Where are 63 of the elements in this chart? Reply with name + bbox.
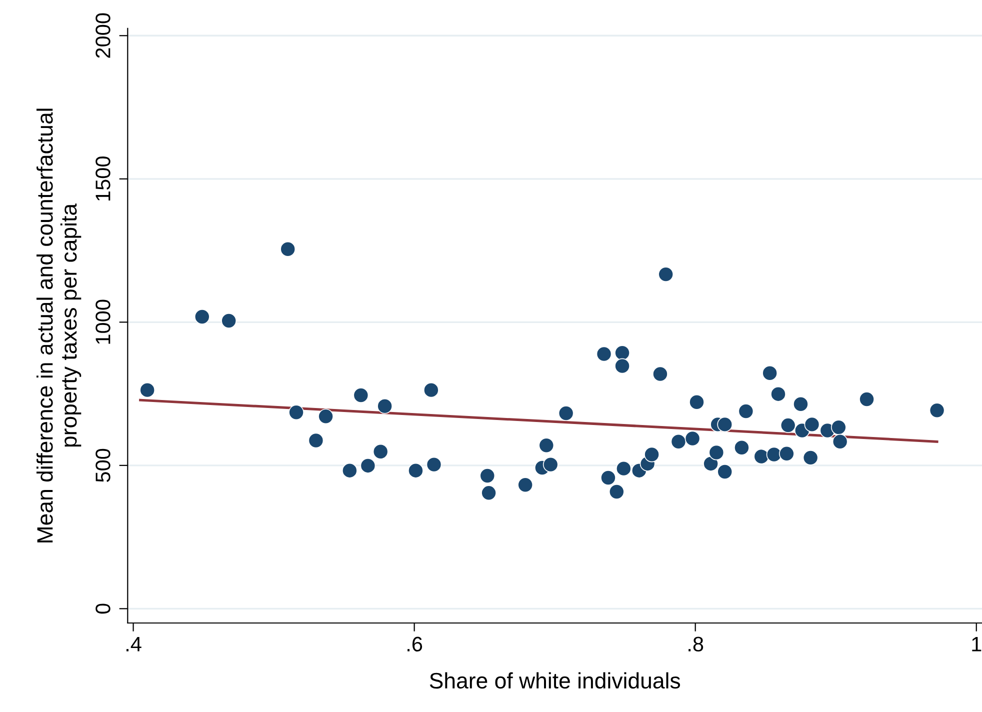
point (194, 309, 210, 324)
point (830, 420, 846, 436)
point (614, 345, 630, 361)
point (542, 456, 558, 472)
point (766, 446, 782, 462)
point (929, 402, 945, 418)
point (658, 266, 674, 282)
y-tick-label: 0 (96, 604, 110, 614)
point (644, 446, 660, 462)
point (734, 440, 750, 456)
x-tick-label: .4 (126, 636, 142, 652)
y-tick-label: 1000 (96, 300, 110, 344)
point (423, 382, 439, 398)
point (708, 444, 724, 460)
point (360, 458, 376, 474)
y-axis-title: Mean difference in actual and counterfactual property taxes per capita (36, 108, 82, 542)
point (480, 468, 496, 484)
point (372, 444, 388, 460)
point (738, 404, 754, 419)
point (558, 406, 574, 421)
point (426, 456, 442, 472)
point (859, 392, 874, 407)
point (600, 470, 616, 486)
point (280, 241, 296, 257)
point (703, 456, 719, 472)
x-axis-title: Share of white individuals (430, 672, 680, 689)
point (140, 382, 156, 398)
point (616, 460, 632, 476)
point (614, 358, 630, 374)
point (288, 404, 304, 420)
y-tick-label: 1500 (96, 156, 110, 200)
point (538, 438, 554, 454)
point (780, 418, 796, 434)
point (308, 432, 324, 448)
point (670, 434, 686, 450)
x-tick-label: .6 (408, 636, 422, 652)
point (652, 366, 668, 382)
point (221, 313, 237, 328)
y-tick-label: 500 (96, 448, 110, 482)
point (717, 464, 733, 480)
point (802, 450, 818, 466)
point (342, 462, 358, 478)
x-tick-label: .8 (688, 636, 704, 652)
point (717, 416, 733, 432)
point (608, 484, 624, 500)
point (778, 446, 794, 462)
y-tick-label: 2000 (96, 13, 110, 58)
point (762, 365, 778, 381)
point (518, 477, 534, 493)
point (770, 386, 786, 402)
point (689, 394, 704, 410)
point (481, 485, 496, 501)
point (793, 396, 808, 412)
point (832, 434, 848, 450)
point (684, 430, 700, 446)
point (596, 346, 612, 362)
point (754, 448, 770, 464)
point (353, 388, 369, 403)
point (377, 398, 393, 414)
point (804, 416, 820, 432)
x-tick-label: 1 (972, 636, 982, 652)
point (318, 408, 334, 424)
point (408, 462, 424, 478)
